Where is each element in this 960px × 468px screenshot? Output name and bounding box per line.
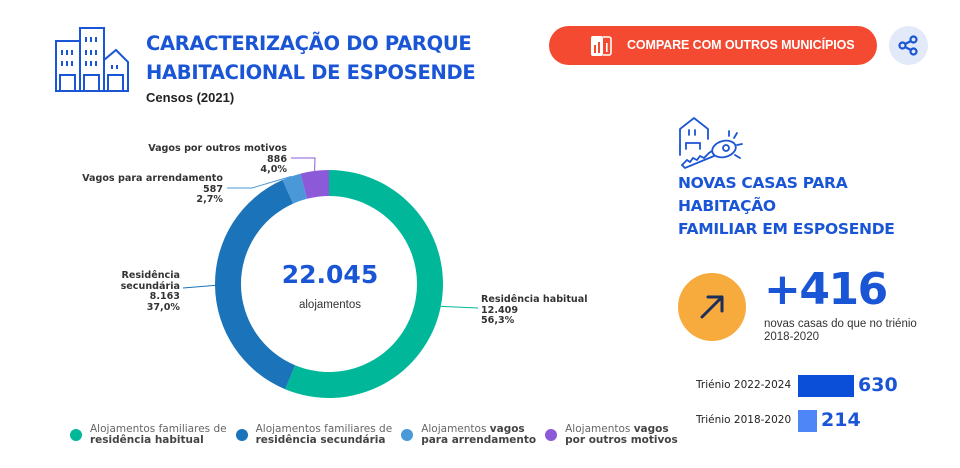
slice-label-secundaria: Residência secundária 8.163 37,0% bbox=[60, 270, 180, 313]
new-houses-title-line-1: NOVAS CASAS PARA bbox=[678, 174, 848, 192]
arrow-up-right-icon bbox=[700, 295, 724, 319]
leader-line-outros bbox=[291, 157, 316, 171]
slice-label-value: 8.163 bbox=[149, 291, 180, 302]
compare-municipalities-button[interactable]: COMPARE COM OUTROS MUNICÍPIOS bbox=[549, 26, 877, 65]
compare-button-label: COMPARE COM OUTROS MUNICÍPIOS bbox=[627, 38, 855, 52]
house-key-icon bbox=[676, 115, 746, 171]
bar-value-label: 214 bbox=[821, 409, 861, 431]
bar-value-label: 630 bbox=[858, 374, 898, 396]
legend-item-arrendamento[interactable]: Alojamentos vagos para arrendamento bbox=[401, 424, 536, 446]
slice-label-habitual: Residência habitual 12.409 56,3% bbox=[481, 294, 611, 327]
new-houses-title-line-2: HABITAÇÃO bbox=[678, 197, 776, 215]
legend-text-normal: Alojamentos familiares de bbox=[90, 423, 227, 435]
legend-text-bold: residência habitual bbox=[90, 434, 204, 446]
donut-center-label: alojamentos bbox=[298, 299, 361, 311]
share-icon bbox=[898, 35, 918, 56]
leader-line-secundaria bbox=[182, 284, 216, 289]
legend-text-bold-inline: vagos bbox=[633, 423, 669, 435]
share-button[interactable] bbox=[889, 26, 928, 65]
page-title-line-1: CARACTERIZAÇÃO DO PARQUE bbox=[146, 32, 472, 55]
slice-label-outros: Vagos por outros motivos 886 4,0% bbox=[140, 143, 287, 176]
legend-dot bbox=[235, 429, 248, 441]
bar bbox=[798, 410, 817, 432]
page-subtitle: Censos (2021) bbox=[146, 90, 235, 105]
page-title-line-2: HABITACIONAL DE ESPOSENDE bbox=[146, 61, 476, 84]
bar-label: Triénio 2018-2020 bbox=[696, 414, 792, 426]
slice-label-percent: 2,7% bbox=[196, 194, 223, 205]
donut-slice-secundaria[interactable] bbox=[215, 179, 296, 390]
chart-compare-icon bbox=[589, 34, 613, 58]
new-houses-title: NOVAS CASAS PARA HABITAÇÃO FAMILIAR EM E… bbox=[678, 172, 895, 241]
growth-badge bbox=[678, 273, 746, 341]
legend-text-bold: para arrendamento bbox=[421, 434, 537, 446]
slice-label-percent: 4,0% bbox=[260, 164, 287, 175]
leader-line-habitual bbox=[440, 305, 479, 309]
slice-label-name: Vagos para arrendamento bbox=[82, 173, 223, 184]
donut-slice-arrendamento[interactable] bbox=[282, 173, 308, 204]
delta-caption-line-1: novas casas do que no triénio bbox=[764, 318, 917, 330]
bar bbox=[798, 375, 854, 397]
legend-item-secundaria[interactable]: Alojamentos familiares de residência secu… bbox=[235, 423, 393, 446]
leader-line-arrendamento bbox=[227, 175, 292, 189]
legend-text-normal: Alojamentos familiares de bbox=[255, 423, 393, 435]
slice-label-percent: 56,3% bbox=[481, 315, 515, 326]
donut-slice-habitual[interactable] bbox=[285, 170, 443, 398]
bar-label: Triénio 2022-2024 bbox=[696, 379, 792, 391]
slice-label-value: 12.409 bbox=[481, 304, 519, 316]
legend-text-bold: por outros motivos bbox=[565, 434, 678, 446]
legend-item-outros[interactable]: Alojamentos vagos por outros motivos bbox=[545, 424, 678, 446]
legend-text-normal: Alojamentos bbox=[565, 423, 634, 435]
legend-text-normal: Alojamentos bbox=[421, 423, 490, 435]
new-houses-delta: +416 bbox=[764, 264, 888, 315]
slice-label-name: Residência habitual bbox=[481, 294, 588, 305]
slice-label-percent: 37,0% bbox=[146, 301, 180, 313]
donut-slice-outros[interactable] bbox=[300, 170, 329, 199]
new-houses-title-line-3: FAMILIAR EM ESPOSENDE bbox=[678, 220, 895, 238]
buildings-icon bbox=[54, 25, 130, 93]
page-title: CARACTERIZAÇÃO DO PARQUE HABITACIONAL DE… bbox=[146, 29, 476, 87]
donut-center-value: 22.045 bbox=[281, 260, 379, 289]
legend-dot bbox=[401, 429, 414, 441]
slice-label-value: 886 bbox=[266, 153, 287, 165]
legend-item-habitual[interactable]: Alojamentos familiares de residência habi… bbox=[70, 424, 227, 446]
slice-label-name: Vagos por outros motivos bbox=[148, 143, 287, 154]
legend-dot bbox=[70, 429, 82, 441]
legend-dot bbox=[545, 429, 558, 441]
slice-label-arrendamento: Vagos para arrendamento 587 2,7% bbox=[80, 173, 223, 206]
delta-caption-line-2: 2018-2020 bbox=[764, 331, 819, 343]
slice-label-value: 587 bbox=[202, 183, 223, 195]
legend-text-bold: residência secundária bbox=[255, 434, 386, 446]
slice-label-name: Residência secundária bbox=[120, 270, 180, 292]
legend-text-bold-inline: vagos bbox=[489, 423, 525, 435]
new-houses-delta-caption: novas casas do que no triénio 2018-2020 bbox=[764, 318, 917, 344]
chart-legend: Alojamentos familiares de residência habi… bbox=[70, 424, 687, 446]
